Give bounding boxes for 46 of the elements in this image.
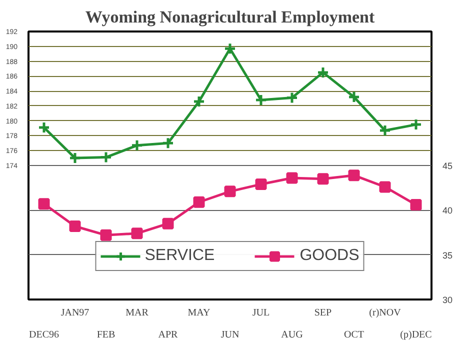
point	[410, 199, 422, 211]
point	[68, 152, 82, 164]
point	[38, 198, 50, 210]
point	[38, 121, 50, 134]
point	[378, 124, 392, 137]
point	[131, 228, 143, 240]
y2-tick-label: 35	[442, 250, 453, 260]
point	[162, 136, 174, 150]
x-tick-label: DEC96	[29, 330, 59, 340]
point	[317, 173, 329, 185]
point	[100, 151, 112, 164]
legend-label: GOODS	[300, 247, 360, 265]
x-tick-label: (p)DEC	[400, 330, 432, 340]
x-tick-label: (r)NOV	[369, 308, 402, 318]
x-tick-label: FEB	[96, 330, 116, 340]
x-tick-label: AUG	[281, 330, 303, 340]
point	[224, 186, 236, 198]
x-tick-label: APR	[158, 330, 178, 340]
point	[286, 92, 298, 104]
x-tick-label: JUL	[252, 308, 270, 318]
point	[224, 42, 236, 55]
y2-tick-label: 30	[442, 295, 453, 305]
point	[286, 172, 298, 184]
point	[193, 196, 205, 208]
point	[130, 139, 144, 152]
x-tick-label: MAR	[126, 308, 149, 318]
point	[192, 95, 206, 108]
x-tick-label: JAN97	[60, 308, 90, 318]
point	[410, 118, 422, 131]
x-tick-label: MAY	[188, 308, 210, 318]
chart-title: Wyoming Nonagricultural Employment	[85, 8, 375, 26]
point	[348, 170, 360, 182]
x-tick-label: OCT	[344, 330, 364, 340]
point	[69, 220, 81, 232]
legend-label: SERVICE	[144, 247, 215, 265]
point	[254, 94, 268, 106]
point	[100, 229, 112, 241]
y2-tick-label: 40	[442, 206, 453, 216]
y2-tick-label: 45	[442, 161, 453, 171]
point	[162, 218, 174, 230]
x-tick-label: SEP	[314, 308, 332, 318]
point	[316, 66, 330, 79]
point	[379, 181, 391, 193]
point	[255, 178, 267, 190]
x-tick-label: JUN	[220, 330, 240, 340]
point	[348, 90, 360, 104]
